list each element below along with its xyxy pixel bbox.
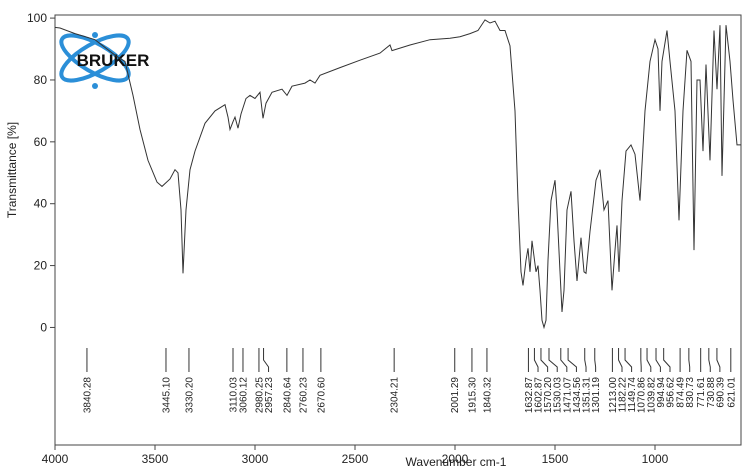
peak-marker	[263, 348, 270, 372]
peak-marker	[646, 348, 652, 372]
peak-marker	[716, 348, 721, 372]
x-tick-label: 1000	[642, 452, 669, 466]
x-axis-label: Wavenumber cm-1	[406, 455, 507, 469]
x-tick-label: 2500	[342, 452, 369, 466]
plot-frame	[54, 14, 742, 446]
peak-label: 3110.03	[228, 377, 239, 413]
peak-marker	[560, 348, 568, 372]
peak-label: 2760.23	[298, 377, 309, 414]
x-tick-label: 2000	[442, 452, 469, 466]
y-tick-label: 0	[40, 320, 47, 334]
x-tick-label: 4000	[42, 452, 69, 466]
x-tick-label: 1500	[542, 452, 569, 466]
peak-marker	[548, 348, 558, 372]
peak-label: 2840.64	[282, 377, 293, 414]
peak-label: 956.62	[666, 377, 677, 408]
peak-label: 1213.00	[608, 377, 619, 414]
peak-label: 1570.20	[543, 377, 554, 414]
peak-label: 1915.30	[467, 377, 478, 414]
peak-label: 1840.32	[482, 377, 493, 414]
peak-label: 2980.25	[254, 377, 265, 414]
peak-label: 830.73	[685, 377, 696, 408]
peak-marker	[688, 348, 691, 372]
peak-marker	[663, 348, 671, 372]
logo: BRUKER	[59, 32, 150, 89]
peak-label: 1070.86	[637, 377, 648, 414]
peak-label: 730.88	[706, 377, 717, 408]
peak-label: 1602.87	[534, 377, 545, 414]
peak-label: 2001.29	[450, 377, 461, 414]
peak-label: 3445.10	[161, 377, 172, 414]
y-tick-label: 20	[34, 259, 48, 273]
peak-label: 1530.03	[553, 377, 564, 414]
peak-marker	[624, 348, 633, 372]
peak-label: 1471.07	[562, 377, 573, 414]
peak-label: 3330.20	[184, 377, 195, 414]
peak-label: 874.49	[676, 377, 687, 408]
peak-marker	[655, 348, 661, 372]
peak-label: 1149.74	[627, 377, 638, 413]
peak-marker	[567, 348, 577, 372]
peak-marker	[584, 348, 587, 372]
logo-text: BRUKER	[77, 51, 150, 70]
y-tick-label: 60	[34, 135, 48, 149]
peak-marker	[533, 348, 539, 372]
peak-label: 2670.60	[316, 377, 327, 414]
peak-label: 621.01	[726, 377, 737, 408]
peak-marker	[618, 348, 623, 372]
peak-label: 1351.31	[582, 377, 593, 414]
x-tick-label: 3000	[242, 452, 269, 466]
spectrum-line	[54, 19, 741, 330]
y-tick-label: 100	[27, 11, 47, 25]
peak-label: 1632.87	[524, 377, 535, 414]
peak-marker	[594, 348, 597, 372]
peak-label: 3840.28	[82, 377, 93, 414]
peak-label: 1039.82	[646, 377, 657, 414]
peak-marker	[708, 348, 711, 372]
peak-label: 1434.56	[572, 377, 583, 414]
peak-label: 2957.23	[264, 377, 275, 414]
peak-label: 771.61	[696, 377, 707, 408]
x-tick-label: 3500	[142, 452, 169, 466]
y-tick-label: 40	[34, 197, 48, 211]
peak-label: 994.94	[656, 377, 667, 408]
y-axis-label: Transmittance [%]	[5, 122, 19, 218]
y-tick-label: 80	[34, 73, 48, 87]
peak-marker	[540, 348, 549, 372]
peak-label: 690.39	[715, 377, 726, 408]
peak-label: 1301.19	[591, 377, 602, 414]
peak-label: 3060.12	[238, 377, 249, 414]
peak-label: 2304.21	[390, 377, 401, 414]
peak-label: 1182.22	[618, 377, 629, 413]
